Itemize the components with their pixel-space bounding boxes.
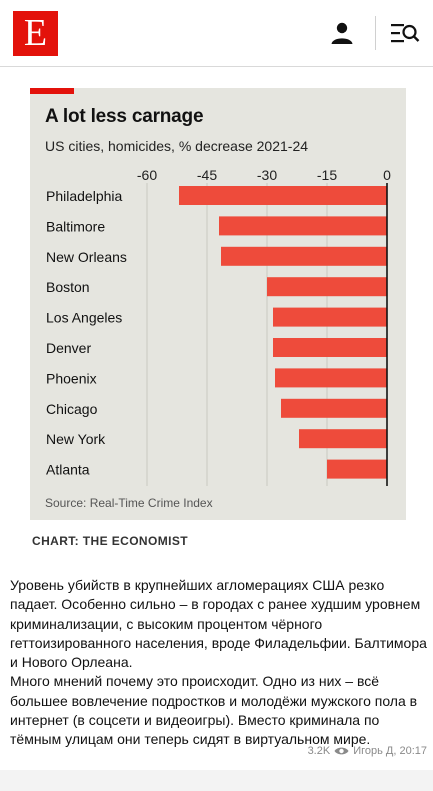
category-label: New Orleans [46,249,127,265]
header-divider [375,16,376,50]
x-tick-label: 0 [383,167,391,183]
bar-baltimore [219,216,387,236]
bar-new-york [299,429,387,449]
post-paragraph-1: Уровень убийств в крупнейших агломерация… [10,577,427,671]
bar-phoenix [275,368,387,388]
menu-search-icon[interactable] [390,21,420,45]
eye-icon [334,747,349,755]
economist-logo[interactable]: E [13,11,58,56]
bar-atlanta [327,459,387,479]
user-icon[interactable] [330,21,354,45]
category-label: Baltimore [46,218,105,234]
bar-chicago [281,398,387,418]
x-tick-label: -60 [137,167,157,183]
x-tick-label: -45 [197,167,217,183]
chart-accent-bar [30,88,74,94]
category-label: Boston [46,279,90,295]
x-tick-label: -15 [317,167,337,183]
x-tick-label: -30 [257,167,277,183]
chart-card: A lot less carnage US cities, homicides,… [30,88,406,520]
category-label: Atlanta [46,462,90,478]
bar-new-orleans [221,246,387,266]
category-label: Phoenix [46,370,97,386]
bar-los-angeles [273,307,387,327]
chart-subtitle: US cities, homicides, % decrease 2021-24 [45,138,309,154]
chart-source: Source: Real-Time Crime Index [45,496,213,510]
bar-denver [273,338,387,357]
site-header: E [0,0,433,67]
category-label: New York [46,431,106,447]
category-label: Los Angeles [46,310,122,326]
chart-title: A lot less carnage [45,106,204,127]
view-count: 3.2K [307,745,331,757]
bottom-bar [0,770,433,791]
chart-credit: CHART: THE ECONOMIST [32,534,188,548]
post-paragraph-2: Много мнений почему это происходит. Одно… [10,673,418,748]
bar-boston [267,277,387,297]
post-body: Уровень убийств в крупнейших агломерация… [10,576,428,750]
category-label: Denver [46,340,91,356]
category-label: Chicago [46,401,98,417]
bar-chart: -60 -45 -30 -15 0 Philadelphia Baltimore New Or… [46,167,391,486]
author-time: Игорь Д, 20:17 [353,745,427,757]
category-label: Philadelphia [46,188,122,204]
post-meta: 3.2K Игорь Д, 20:17 [308,745,427,757]
bar-philadelphia [179,186,387,205]
